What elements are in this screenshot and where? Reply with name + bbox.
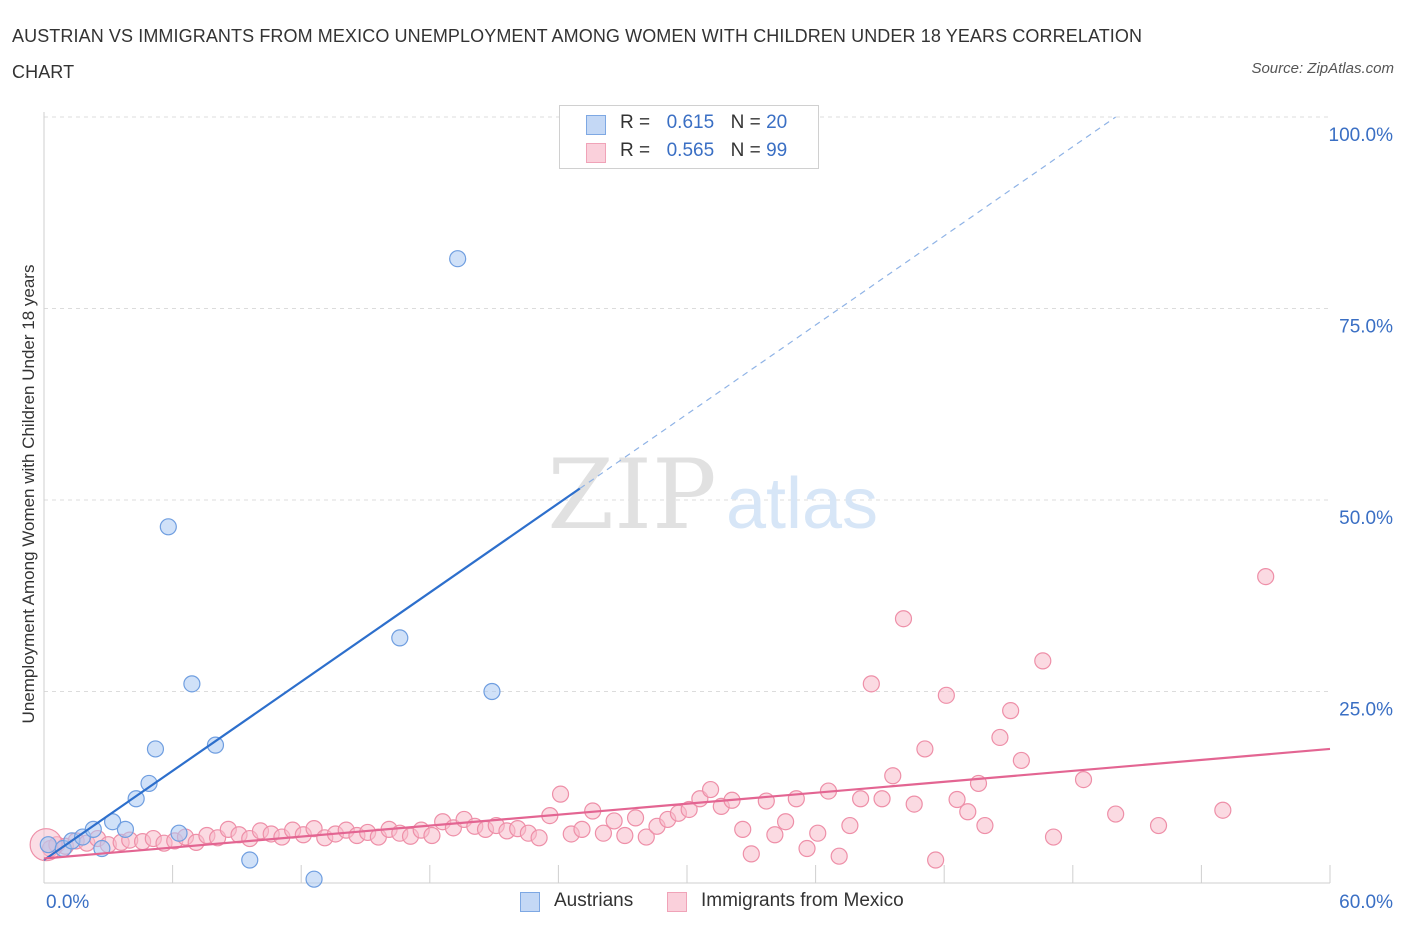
legend-n-label: N =	[730, 140, 761, 161]
mexico-point	[742, 845, 760, 863]
mexico-point	[680, 800, 698, 819]
austrian-point	[391, 629, 409, 647]
y-tick-label: 75.0%	[1339, 317, 1393, 338]
austrian-point	[39, 836, 57, 854]
mexico-point	[884, 767, 902, 785]
mexico-point	[734, 820, 752, 838]
x-tick-label-max: 60.0%	[1339, 892, 1393, 913]
mexico-point	[873, 790, 891, 808]
mexico-point	[927, 851, 945, 869]
bottom-legend-swatch-mexico	[667, 892, 687, 912]
austrians-trend-line	[43, 487, 581, 861]
y-tick-label: 50.0%	[1339, 508, 1393, 529]
austrian-point	[127, 790, 145, 808]
watermark: ZIP atlas	[547, 439, 878, 551]
austrian-point	[206, 736, 225, 754]
mexico-point	[937, 686, 955, 704]
y-tick-labels: 100.0% 75.0% 50.0% 25.0%	[1329, 125, 1394, 721]
austrian-point	[241, 851, 259, 869]
mexico-point	[766, 826, 784, 844]
mexico-point	[637, 828, 655, 846]
austrian-point	[449, 250, 467, 268]
legend-n-value: 20	[766, 112, 788, 133]
x-tick-label-min: 0.0%	[46, 892, 89, 913]
austrian-point	[84, 820, 102, 838]
trend-lines	[43, 116, 1331, 861]
austrians-trend-extension	[579, 116, 1117, 490]
watermark-zip: ZIP	[547, 439, 716, 551]
legend-r-label: R =	[620, 140, 651, 161]
correlation-legend: R = 0.615 N = 20 R = 0.565 N = 99	[559, 105, 819, 169]
mexico-point	[1002, 702, 1020, 720]
mexico-point	[862, 675, 880, 693]
mexico-point	[959, 803, 977, 821]
series-immigrants-from-mexico	[29, 567, 1275, 869]
mexico-point	[573, 820, 591, 838]
watermark-atlas: atlas	[726, 464, 878, 544]
mexico-point	[1214, 801, 1232, 819]
mexico-point	[1044, 828, 1063, 846]
austrian-point	[170, 824, 188, 842]
legend-swatch-austrians	[586, 115, 606, 135]
mexico-point	[1034, 652, 1052, 670]
mexico-point	[976, 816, 994, 835]
mexico-point	[991, 728, 1009, 747]
mexico-point	[798, 839, 816, 858]
mexico-point	[830, 847, 848, 865]
mexico-point	[1257, 567, 1275, 586]
mexico-point	[894, 610, 913, 628]
mexico-point	[551, 785, 570, 803]
legend-text-austrians: R = 0.615 N = 20	[620, 112, 787, 134]
mexico-point	[1149, 816, 1168, 835]
mexico-point	[776, 813, 795, 831]
x-tick-labels: 0.0% 60.0%	[46, 892, 1393, 913]
austrian-point	[116, 820, 135, 838]
austrian-point	[483, 682, 501, 701]
y-tick-label: 25.0%	[1339, 700, 1393, 721]
mexico-point	[626, 809, 645, 827]
y-tick-label: 100.0%	[1329, 125, 1394, 146]
mexico-point	[594, 824, 613, 842]
source-label: Source: ZipAtlas.com	[1251, 60, 1394, 77]
series-austrians	[39, 250, 501, 888]
mexico-trend-line	[43, 747, 1331, 860]
legend-n-value: 99	[766, 140, 788, 161]
legend-text-mexico: R = 0.565 N = 99	[620, 140, 787, 162]
grid-lines	[44, 116, 1330, 692]
austrian-point	[183, 675, 201, 693]
mexico-point	[1107, 805, 1125, 823]
mexico-point	[852, 790, 870, 808]
bottom-legend-label-austrians: Austrians	[554, 890, 634, 911]
bottom-legend-swatch-austrians	[520, 892, 540, 912]
mexico-point	[948, 790, 966, 809]
legend-r-label: R =	[620, 112, 651, 133]
mexico-point	[905, 795, 923, 813]
mexico-point	[605, 812, 623, 830]
mexico-point	[530, 829, 548, 847]
mexico-point	[423, 826, 441, 845]
mexico-point	[809, 824, 827, 842]
mexico-point	[916, 740, 934, 758]
y-axis-label: Unemployment Among Women with Children U…	[19, 265, 38, 724]
austrian-point	[305, 870, 323, 888]
legend-r-value: 0.565	[666, 140, 715, 161]
mexico-point	[841, 816, 859, 835]
bottom-legend-label-mexico: Immigrants from Mexico	[701, 890, 904, 911]
chart-title: AUSTRIAN VS IMMIGRANTS FROM MEXICO UNEMP…	[12, 26, 1143, 82]
mexico-point	[1074, 770, 1093, 789]
legend-swatch-mexico	[586, 143, 606, 163]
austrian-point	[140, 774, 158, 793]
mexico-point	[1012, 751, 1030, 770]
austrian-point	[146, 740, 165, 758]
legend-r-value: 0.615	[666, 112, 715, 133]
mexico-point	[616, 826, 634, 845]
legend-n-label: N =	[730, 112, 761, 133]
axes	[43, 112, 1331, 884]
mexico-point	[701, 780, 720, 799]
austrian-point	[159, 518, 177, 536]
